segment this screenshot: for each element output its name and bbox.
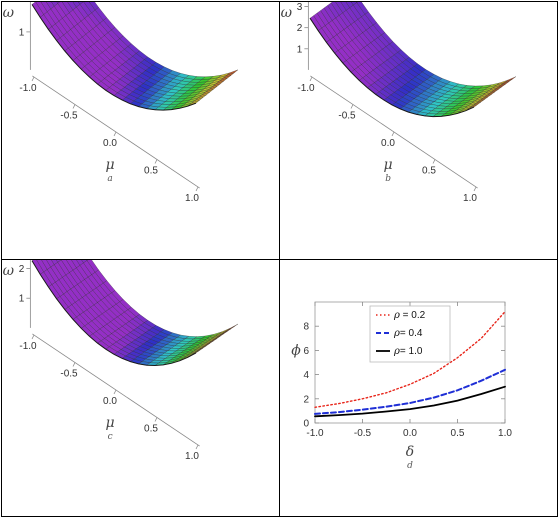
mu-tick-label: 1.0 (185, 451, 199, 462)
mu-tick-mark (195, 186, 199, 192)
mu-tick-label: 1.0 (185, 193, 199, 204)
y-axis-title: ϕ (291, 343, 301, 359)
panel-b: 0.0000.0050.010τ1234ω-1.0-0.50.00.51.0μb (280, 2, 557, 260)
surface-patch (226, 69, 239, 76)
mu-tick-mark (309, 76, 313, 82)
surface-front-edge (31, 260, 197, 367)
legend-symbol: ρ (393, 310, 400, 321)
surface-mesh (309, 2, 517, 117)
x-tick-label: 0.5 (451, 428, 465, 439)
legend-box (369, 305, 451, 363)
panel-label: c (108, 432, 113, 442)
surface-mesh (31, 260, 239, 366)
series-line-solid (314, 385, 506, 418)
panel-label: a (107, 174, 112, 184)
mu-tick-mark (473, 186, 477, 192)
mu-tick-label: 0.5 (144, 424, 158, 435)
mu-axis-title: μ (106, 415, 115, 431)
mu-axis-title: μ (106, 157, 115, 173)
mu-tick-label: -1.0 (297, 83, 315, 94)
legend-value: = 1.0 (400, 346, 423, 357)
x-tick-label: 0.0 (403, 428, 417, 439)
mu-tick-mark (154, 159, 158, 164)
mu-tick-mark (31, 76, 35, 82)
panel-label: d (407, 461, 413, 471)
omega-tick-label: 1 (297, 44, 303, 55)
mu-tick-mark (432, 159, 436, 164)
omega-tick-label: 2 (19, 264, 25, 275)
omega-tick-label: 3 (297, 2, 303, 13)
mu-tick-mark (113, 131, 117, 137)
series-line-dotted (314, 311, 506, 408)
surface-mesh (31, 2, 239, 111)
legend: ρ = 0.2ρ= 0.4ρ= 1.0 (369, 305, 451, 363)
mu-tick-label: -1.0 (19, 341, 37, 352)
series-line-dashed (314, 368, 506, 415)
surface-front-edge (31, 4, 197, 111)
legend-label: ρ= 1.0 (393, 346, 423, 357)
mu-tick-mark (72, 104, 76, 109)
y-tick-label: 0 (303, 419, 309, 430)
y-tick-label: 4 (303, 370, 309, 381)
legend-symbol: ρ (393, 346, 400, 357)
surface-front-edge (309, 17, 475, 118)
mu-tick-label: 1.0 (463, 193, 477, 204)
mu-tick-label: 0.5 (422, 166, 436, 177)
omega-axis-title: ω (3, 263, 15, 279)
mu-tick-label: -1.0 (19, 83, 37, 94)
mu-tick-label: -0.5 (60, 111, 78, 122)
omega-tick-label: 1 (19, 294, 25, 305)
x-axis-title: δ (406, 444, 414, 460)
legend-symbol: ρ (393, 328, 400, 339)
legend-value: = 0.4 (400, 328, 423, 339)
mu-tick-mark (195, 444, 199, 450)
y-tick-label: 2 (303, 394, 309, 405)
panel-a: 0.0000.0050.010τ12ω-1.0-0.50.00.51.0μa (2, 2, 280, 260)
mu-tick-mark (31, 334, 35, 340)
mu-tick-mark (113, 389, 117, 395)
panel-c: 0.0000.0050.010τ123ω-1.0-0.50.00.51.0μc (2, 260, 280, 516)
panel-d: -1.0 -0.5 0.0 0.5 1.0 0 2 4 6 8 δ d ϕ ρ = 0.2 ρ= 0.4 ρ=… (280, 260, 557, 516)
mu-tick-label: -0.5 (60, 369, 78, 380)
omega-tick-label: 1 (19, 27, 25, 38)
legend-label: ρ = 0.2 (393, 310, 426, 321)
y-tick-label: 6 (303, 346, 309, 357)
mu-axis-title: μ (384, 157, 393, 173)
omega-axis-title: ω (281, 5, 293, 21)
omega-axis-title: ω (3, 5, 15, 21)
surface-plot-c: 0.0000.0050.010τ123ω-1.0-0.50.00.51.0μc (3, 260, 239, 462)
omega-tick-label: 2 (297, 23, 303, 34)
mu-tick-mark (350, 104, 354, 109)
y-tick-label: 8 (303, 322, 309, 333)
mu-tick-label: -0.5 (338, 111, 356, 122)
mu-tick-mark (391, 131, 395, 137)
x-tick-label: -1.0 (306, 428, 324, 439)
surface-plot-b: 0.0000.0050.010τ1234ω-1.0-0.50.00.51.0μb (281, 2, 517, 204)
mu-tick-label: 0.0 (381, 138, 395, 149)
mu-tick-label: 0.0 (103, 138, 117, 149)
mu-tick-mark (154, 417, 158, 422)
mu-tick-mark (72, 362, 76, 367)
mu-tick-label: 0.0 (103, 396, 117, 407)
x-tick-label: 1.0 (498, 428, 512, 439)
legend-label: ρ= 0.4 (393, 328, 423, 339)
legend-value: = 0.2 (400, 310, 426, 321)
mu-tick-label: 0.5 (144, 166, 158, 177)
x-tick-label: -0.5 (354, 428, 372, 439)
surface-patch (78, 2, 84, 5)
surface-plot-a: 0.0000.0050.010τ12ω-1.0-0.50.00.51.0μa (3, 2, 239, 204)
panel-label: b (385, 174, 391, 184)
